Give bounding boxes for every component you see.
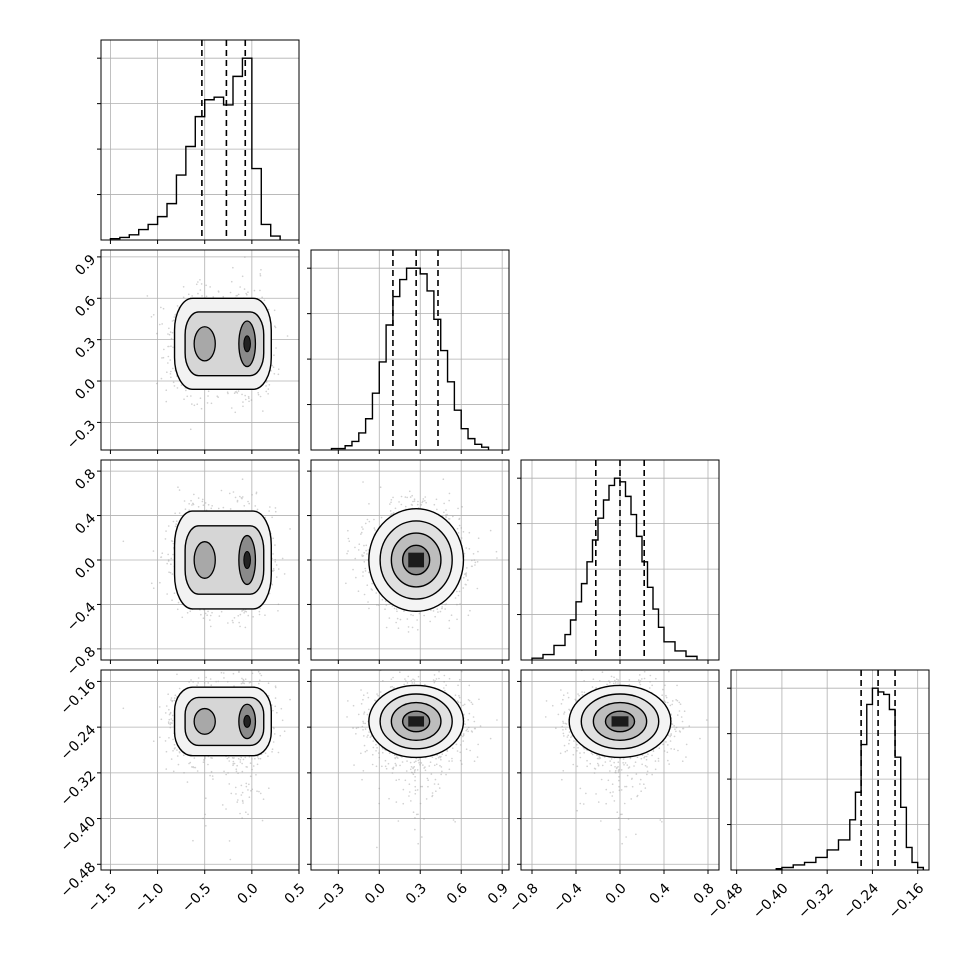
x-tick-label: 0.0: [603, 880, 630, 907]
density-layer: [346, 670, 498, 849]
panel-frame: [730, 669, 930, 871]
x-tick-label: 0.6: [444, 880, 471, 907]
density-peak: [243, 714, 251, 728]
panel-frame: [310, 669, 510, 871]
density-peak: [408, 552, 425, 568]
x-tick-label: 0.5: [282, 880, 309, 907]
panel-2-0: [97, 459, 300, 664]
panel-1-0: [97, 249, 300, 454]
contour-inner-left: [193, 541, 216, 579]
contour-inner-left: [193, 707, 216, 735]
x-tick-label: −0.4: [550, 880, 585, 915]
x-tick-label: −0.24: [841, 880, 883, 922]
x-tick-label: −0.5: [179, 880, 214, 915]
x-tick-label: 0.0: [235, 880, 262, 907]
x-tick-label: −1.0: [132, 880, 167, 915]
panel-frame: [310, 459, 510, 661]
panel-1-1: [307, 249, 510, 454]
y-tick-label: −0.40: [58, 814, 100, 856]
y-tick-label: 0.4: [72, 510, 99, 537]
panel-frame: [520, 459, 720, 661]
panel-frame: [100, 459, 300, 661]
contour-inner-left: [193, 326, 216, 362]
density-layer: [122, 478, 291, 629]
histogram-step: [531, 477, 698, 660]
y-tick-label: −0.4: [64, 599, 99, 634]
panel-3-3: [727, 669, 930, 874]
density-peak: [243, 550, 251, 570]
density-peak: [243, 335, 251, 353]
x-tick-label: −0.8: [506, 880, 541, 915]
y-tick-label: 0.8: [72, 466, 99, 493]
x-tick-label: −0.32: [795, 880, 837, 922]
x-tick-label: −0.16: [886, 880, 928, 922]
x-tick-label: −1.5: [85, 880, 120, 915]
panel-background: [101, 40, 299, 240]
y-tick-label: −0.32: [58, 768, 100, 810]
panel-background: [731, 670, 929, 870]
panel-frame: [310, 249, 510, 451]
panel-3-1: [307, 669, 510, 874]
x-tick-label: 0.3: [403, 880, 430, 907]
x-tick-label: 0.4: [647, 880, 674, 907]
y-tick-label: 0.9: [72, 252, 99, 279]
panel-2-1: [307, 459, 510, 664]
panel-frame: [100, 249, 300, 451]
y-tick-label: −0.8: [64, 644, 99, 679]
panel-3-2: [517, 669, 720, 874]
x-tick-label: 0.0: [362, 880, 389, 907]
panel-frame: [100, 669, 300, 871]
density-layer: [345, 478, 498, 633]
x-tick-label: −0.3: [313, 880, 348, 915]
density-layer: [146, 256, 289, 431]
y-tick-label: 0.0: [72, 555, 99, 582]
y-tick-label: 0.0: [72, 376, 99, 403]
panel-0-0: [97, 39, 300, 244]
density-layer: [122, 670, 291, 861]
y-tick-label: −0.48: [58, 859, 100, 901]
y-tick-label: −0.3: [64, 417, 99, 452]
x-tick-label: −0.40: [750, 880, 792, 922]
y-tick-label: 0.6: [72, 293, 99, 320]
histogram-step: [109, 57, 281, 240]
y-tick-label: −0.16: [58, 676, 100, 718]
density-peak: [611, 716, 629, 727]
panel-3-0: [97, 669, 300, 874]
panel-background: [311, 250, 509, 450]
histogram-step: [330, 267, 490, 450]
y-tick-label: −0.24: [58, 722, 100, 764]
density-peak: [408, 716, 425, 727]
density-layer: [544, 670, 708, 845]
histogram-step: [775, 687, 925, 870]
panel-frame: [520, 669, 720, 871]
panel-2-2: [517, 459, 720, 664]
panel-frame: [100, 39, 300, 241]
y-tick-label: 0.3: [72, 335, 99, 362]
